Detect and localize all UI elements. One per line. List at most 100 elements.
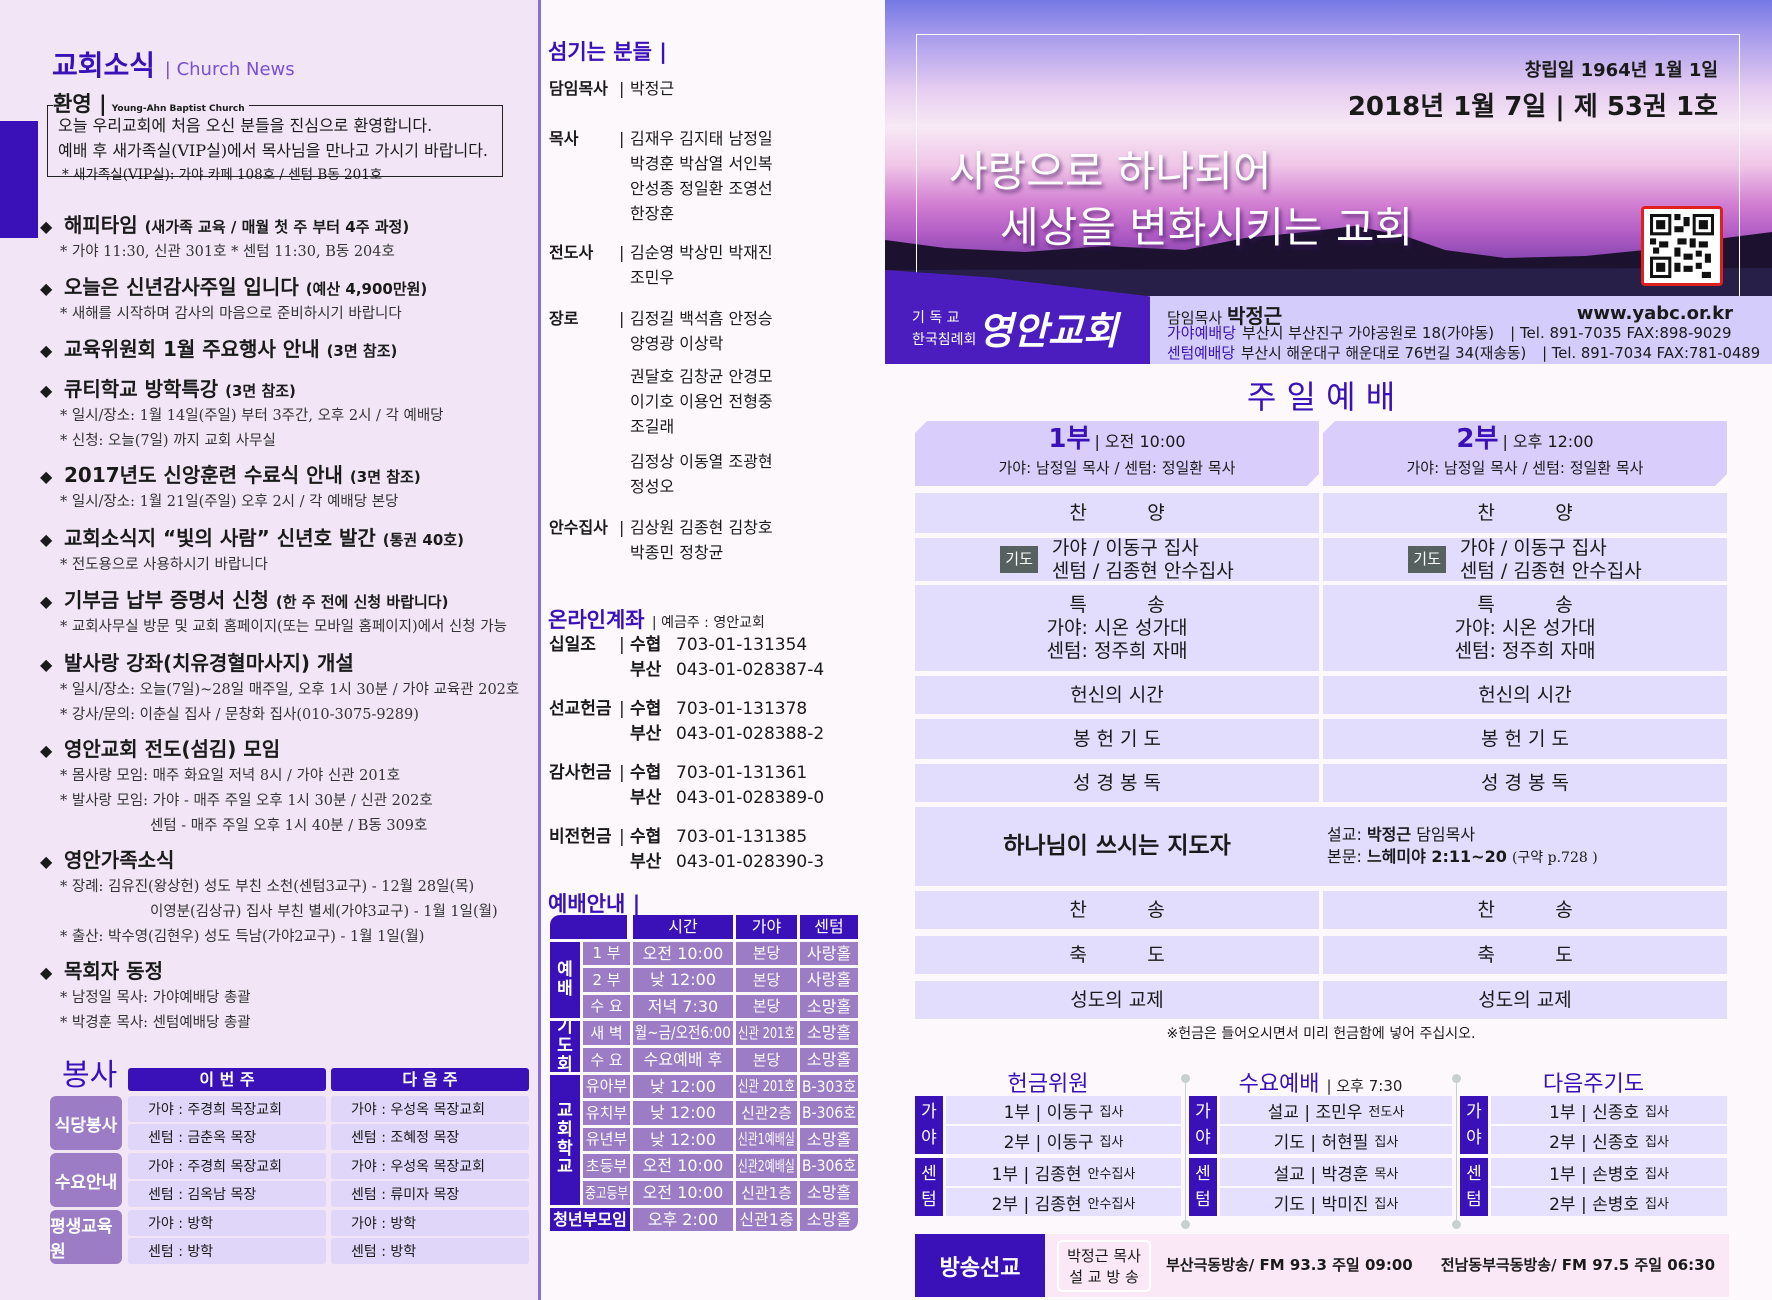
cell-text: 기도 | 허현필 집사 bbox=[1274, 1128, 1399, 1153]
staff-name-line: 조민우 bbox=[630, 268, 675, 287]
scripture-label: 본문: bbox=[1327, 847, 1362, 866]
staff-role: 장로 bbox=[549, 309, 579, 328]
guide-cell: 오전 10:00 bbox=[633, 941, 733, 966]
preacher-role: 담임목사 bbox=[1416, 825, 1476, 844]
cell-text: 가야 : 방학 bbox=[148, 1216, 214, 1232]
cell-text: 본당 bbox=[752, 944, 781, 963]
news-detail: * 일시/장소: 1월 14일(주일) 부터 3주간, 오후 2시 / 각 예배… bbox=[60, 408, 444, 424]
order-item: 성도의 교제 bbox=[915, 981, 1319, 1019]
duty-header: 이 번 주 bbox=[128, 1068, 326, 1091]
welcome-note: * 새가족실(VIP실): 가야 카페 108호 / 센텀 B동 201호 bbox=[62, 167, 383, 183]
denomination: 기 독 교 한국침례회 bbox=[912, 307, 976, 351]
account-number: 043-01-028388-2 bbox=[676, 724, 825, 744]
diamond-bullet-icon: ◆ bbox=[40, 741, 53, 760]
qr-code[interactable] bbox=[1641, 206, 1723, 286]
order-item: 헌신의 시간 bbox=[915, 676, 1319, 714]
staff-name-line: 권달호 김창균 안경모 bbox=[630, 367, 773, 386]
youth-label: 청년부모임 bbox=[550, 1207, 630, 1232]
cell-text: 센텀 : 금춘옥 목장 bbox=[148, 1130, 257, 1146]
news-heading: ◆ 교회소식지 “빛의 사람” 신년호 발간 (통권 40호) bbox=[40, 525, 464, 553]
cell-text: 센텀 : 김옥남 목장 bbox=[148, 1187, 257, 1203]
cell-text: 오후 2:00 bbox=[647, 1209, 719, 1229]
branch-name: 센텀예배당 bbox=[1167, 344, 1235, 362]
cell-text: 오전 10:00 bbox=[642, 1183, 724, 1202]
news-heading: ◆ 영안가족소식 bbox=[40, 847, 174, 875]
cell-text: 유치부 bbox=[585, 1103, 628, 1122]
news-detail: * 전도용으로 사용하시기 바랍니다 bbox=[60, 557, 268, 573]
cell-text: 2부 | 김종현 안수집사 bbox=[992, 1190, 1136, 1215]
account-group: 선교헌금 | 수협 703-01-131378 부산 043-01-028388-2 bbox=[549, 697, 869, 747]
bank-name: 부산 bbox=[630, 724, 662, 744]
guide-cell: 본당 bbox=[736, 1048, 797, 1072]
bank-name: 수협 bbox=[630, 699, 662, 719]
order-item: 봉 헌 기 도 bbox=[915, 719, 1319, 759]
broadcast-sub-line: 설 교 방 송 bbox=[1069, 1268, 1139, 1286]
duty-role: 전도사 bbox=[1368, 1104, 1405, 1120]
service-time: | 오후 12:00 bbox=[1502, 431, 1594, 451]
cell-text: 1부 | 손병호 집사 bbox=[1549, 1160, 1669, 1185]
guide-cell: 수 요 bbox=[583, 994, 630, 1019]
guide-cell: 신관1층 bbox=[736, 1181, 797, 1205]
diamond-bullet-icon: ◆ bbox=[40, 279, 53, 298]
separator: | bbox=[619, 243, 625, 262]
cell-text: 소망홀 bbox=[806, 996, 852, 1016]
guide-cell: 소망홀 bbox=[800, 1181, 858, 1205]
duty-name: 1부 | 신종호 bbox=[1549, 1102, 1639, 1123]
welcome-subtitle: Young-Ahn Baptist Church bbox=[111, 104, 245, 114]
preacher-name: 박정근 bbox=[1366, 825, 1412, 844]
cell-text: 가야 : 우성옥 목장교회 bbox=[351, 1102, 485, 1118]
guide-cell: 소망홀 bbox=[800, 1048, 858, 1072]
staff-group: 장로 | 김정길 백석흠 안정승 양영광 이상락 bbox=[549, 306, 869, 356]
prayer-item: 기도 가야 / 이동구 집사 센텀 / 김종현 안수집사 bbox=[1000, 537, 1234, 583]
pastor-name: 박정근 bbox=[1226, 304, 1283, 328]
news-heading: ◆ 2017년도 신앙훈련 수료식 안내 (3면 참조) bbox=[40, 462, 421, 490]
duty-name: 1부 | 이동구 bbox=[1003, 1102, 1094, 1123]
divider-dot bbox=[1181, 1074, 1190, 1083]
guide-cell: 유치부 bbox=[583, 1101, 630, 1125]
guide-cell: 사랑홀 bbox=[800, 941, 858, 966]
guide-group-label: 기도회 bbox=[550, 1021, 580, 1072]
divider-dot bbox=[1181, 1220, 1190, 1229]
cell-text: 1부 | 김종현 안수집사 bbox=[992, 1160, 1136, 1185]
service-header-1: 1부 | 오전 10:00 가야: 남정일 목사 / 센텀: 정일환 목사 bbox=[915, 421, 1319, 486]
news-heading-note: (통권 40호) bbox=[382, 531, 464, 549]
cell-text: 사랑홀 bbox=[806, 970, 852, 990]
cell-text: 가야 : 주경희 목장교회 bbox=[148, 1159, 282, 1175]
duty-group-label: 평생교육원 bbox=[50, 1210, 122, 1264]
staff-name-line: 김상원 김종현 김창호 bbox=[630, 518, 773, 537]
staff-names: 김정길 백석흠 안정승 양영광 이상락 bbox=[630, 306, 773, 356]
order-item: 축 도 bbox=[1323, 936, 1727, 974]
duty-box-row: 1부 | 신종호 집사 bbox=[1491, 1096, 1727, 1124]
staff-name-line: 김재우 김지태 남정일 bbox=[630, 129, 773, 148]
duty-cell: 센텀 : 방학 bbox=[128, 1238, 326, 1264]
news-item: ◆ 영안교회 전도(섬김) 모임 * 몸사랑 모임: 매주 화요일 저녁 8시 /… bbox=[40, 736, 433, 839]
guide-cell: B-303호 bbox=[800, 1074, 858, 1099]
denomination-line: 한국침례회 bbox=[912, 332, 977, 348]
welcome-text: 오늘 우리교회에 처음 오신 분들을 진심으로 환영합니다. 예배 후 새가족실… bbox=[58, 113, 488, 188]
staff-names: 김정상 이동열 조광현 정성오 bbox=[630, 449, 773, 499]
order-item: 헌신의 시간 bbox=[1323, 676, 1727, 714]
duty-box-row: 설교 | 박경훈 목사 bbox=[1220, 1158, 1452, 1186]
duty-role: 집사 bbox=[1645, 1166, 1669, 1182]
preacher-label: 설교: bbox=[1327, 825, 1362, 844]
cell-text: 본당 bbox=[752, 970, 781, 989]
staff-name-line: 박정근 bbox=[630, 79, 675, 98]
cell-text: 소망홀 bbox=[806, 1023, 852, 1043]
broadcast-sub: 박정근 목사 설 교 방 송 bbox=[1057, 1240, 1151, 1292]
duty-box-row: 2부 | 이동구 집사 bbox=[946, 1126, 1181, 1154]
staff-role: 목사 bbox=[549, 129, 579, 148]
staff-name-line: 김정길 백석흠 안정승 bbox=[630, 309, 773, 328]
cell-text: 월~금/오전6:00 bbox=[635, 1023, 732, 1043]
guide-cell: 신관1층 bbox=[736, 1207, 797, 1232]
website-link[interactable]: www.yabc.or.kr bbox=[1576, 303, 1733, 324]
staff-group: 안수집사 | 김상원 김종현 김창호 박종민 정창균 bbox=[549, 515, 869, 565]
cell-text: 수 요 bbox=[590, 1050, 623, 1069]
cell-text: 소망홀 bbox=[806, 1209, 852, 1229]
order-item: 성도의 교제 bbox=[1323, 981, 1727, 1019]
staff-role: 담임목사 bbox=[549, 79, 608, 98]
news-detail: * 출산: 박수영(김현우) 성도 득남(가야2교구) - 1월 1일(월) bbox=[60, 929, 425, 945]
guide-cell: 사랑홀 bbox=[800, 968, 858, 992]
guide-cell: 낮 12:00 bbox=[633, 1074, 733, 1099]
news-heading-text: 영안가족소식 bbox=[64, 848, 175, 872]
pastor-info: 담임목사 박정근 bbox=[1167, 300, 1282, 329]
